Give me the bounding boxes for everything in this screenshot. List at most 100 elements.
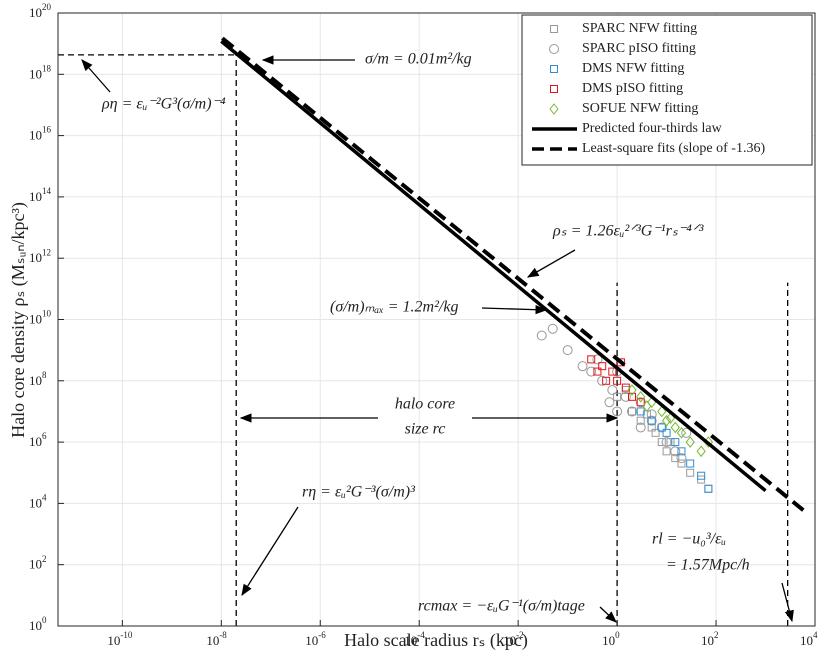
y-tick-label: 10 [29,557,42,572]
square-marker [686,459,695,468]
circle-marker [676,453,687,464]
y-tick-label: 10 [29,495,42,510]
legend-label: SPARC pISO fitting [582,41,696,56]
arrow [481,304,548,315]
x-tick-exponent: 0 [615,630,620,640]
x-tick-exponent: -10 [120,630,132,640]
y-tick-label: 10 [29,373,42,388]
circle-marker [670,446,681,457]
legend-marker [549,103,559,115]
square-marker [636,416,645,425]
circle-marker [681,427,692,438]
circle-marker [635,422,646,433]
square-marker [671,454,680,463]
square-marker [662,447,671,456]
legend-label: Predicted four-thirds law [582,121,723,136]
x-tick-exponent: 4 [813,630,818,640]
square-marker [704,484,713,493]
x-tick-label: 10 [107,633,120,648]
x-axis-label: Halo scale radius rₛ (kpc) [344,630,528,651]
diamond-marker [661,414,672,427]
square-marker [677,459,686,468]
annotation: ρη = εᵤ⁻²G³(σ/m)⁻⁴ [101,96,226,113]
square-marker [662,428,671,437]
circle-marker [604,397,615,408]
diamond-marker [670,421,680,434]
x-tick-exponent: -6 [318,630,326,640]
diamond-marker [636,391,646,403]
square-marker [602,376,611,385]
circle-marker [656,422,667,433]
y-tick-exponent: 4 [42,492,47,502]
annotation: rl = −u₀³/εᵤ [652,531,726,548]
y-tick-label: 10 [29,189,42,204]
y-tick-label: 10 [29,5,42,20]
circle-marker [646,415,657,426]
annotation: (σ/m)ₘₐₓ = 1.2m²/kg [330,299,458,316]
annotation: rη = εᵤ²G⁻³(σ/m)³ [302,484,415,501]
annotation: ρₛ = 1.26εᵤ²ᐟ³G⁻¹rₛ⁻⁴ᐟ³ [552,223,704,240]
circle-marker [577,361,588,372]
annotation: size rc [405,421,446,438]
x-tick-label: 10 [404,633,417,648]
circle-marker [536,330,547,341]
legend-label: Least-square fits (slope of -1.36) [582,141,765,156]
legend-label: DMS NFW fitting [582,61,684,76]
square-marker [686,468,695,477]
fit-line [220,39,767,493]
y-tick-exponent: 10 [42,309,52,319]
ticks: 10 -10 10 -8 10 -6 10 -4 10 -2 10 0 10 2 10 410 010 210 41… [29,2,818,648]
x-tick-label: 10 [602,633,615,648]
y-axis-label: Halo core density ρₛ (Mₛᵤₙ/kpc³) [8,202,29,438]
plot [58,36,805,626]
x-tick-exponent: -8 [219,630,227,640]
y-tick-exponent: 12 [42,247,51,257]
annotation: halo core [395,396,455,413]
circle-marker [661,437,672,448]
x-tick-exponent: 2 [714,630,719,640]
arrow [526,249,576,278]
x-tick-label: 10 [800,633,813,648]
square-marker [613,392,622,401]
square-marker [636,398,645,407]
y-tick-exponent: 20 [42,2,52,12]
y-tick-label: 10 [29,250,42,265]
legend-label: DMS pISO fitting [582,81,683,96]
y-tick-exponent: 16 [42,125,52,135]
arrow [781,582,794,623]
diamond-marker [696,445,706,458]
circle-marker [592,354,603,365]
annotation: = 1.57Mpc/h [666,557,750,574]
square-marker [636,407,645,416]
annotations: ρη = εᵤ⁻²G³(σ/m)⁻⁴ σ/m = 0.01m²/kg ρₛ = 1.… [81,51,794,623]
square-marker [613,376,622,385]
square-marker [598,362,607,371]
y-tick-label: 10 [29,618,42,633]
circle-marker [626,406,637,417]
x-tick-label: 10 [503,633,516,648]
y-tick-label: 10 [29,128,42,143]
circle-marker [562,345,573,356]
x-tick-label: 10 [305,633,318,648]
y-tick-label: 10 [29,66,42,81]
x-tick-exponent: -2 [516,630,524,640]
y-tick-exponent: 6 [42,431,47,441]
arrow [241,506,299,596]
diamond-marker [642,400,652,412]
square-marker [627,392,636,401]
legend-box [521,14,813,166]
diamond-marker [685,436,695,448]
square-marker [657,438,666,447]
y-tick-exponent: 18 [42,63,52,73]
arrow [81,59,111,93]
square-marker [593,367,602,376]
y-tick-exponent: 2 [42,554,47,564]
circle-marker [646,409,657,420]
square-marker [617,358,626,367]
y-tick-label: 10 [29,434,42,449]
legend-marker [549,44,559,54]
x-tick-exponent: -4 [417,630,425,640]
annotation: σ/m = 0.01m²/kg [365,51,472,68]
square-marker [697,471,706,480]
